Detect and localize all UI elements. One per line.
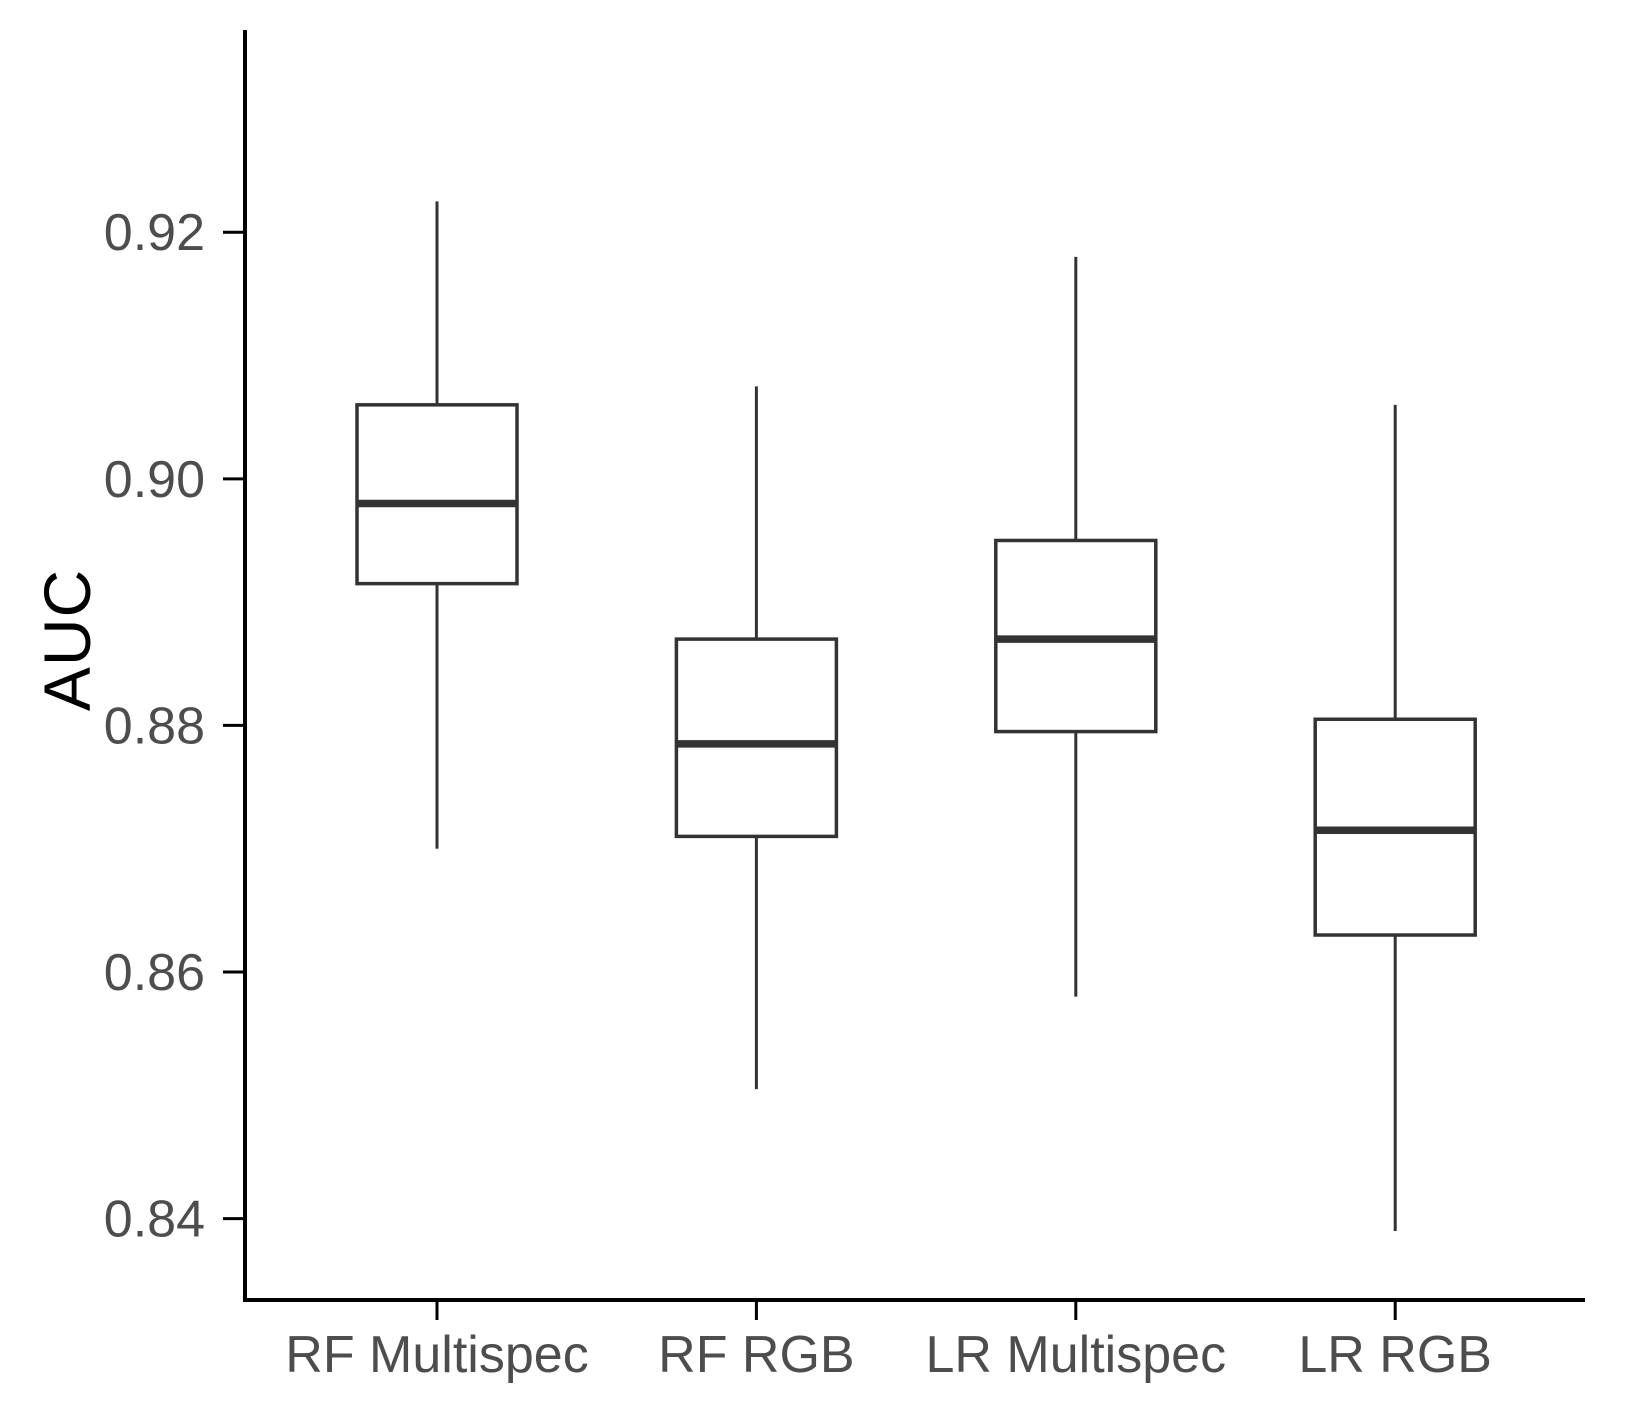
x-tick-label: RF RGB bbox=[658, 1326, 854, 1384]
x-tick-label: LR Multispec bbox=[926, 1326, 1227, 1384]
x-tick-label: RF Multispec bbox=[285, 1326, 588, 1384]
box bbox=[355, 403, 519, 586]
y-tick-label: 0.92 bbox=[104, 204, 205, 262]
box bbox=[674, 637, 839, 839]
x-tick-label: LR RGB bbox=[1298, 1326, 1492, 1384]
y-tick-label: 0.84 bbox=[104, 1191, 205, 1249]
y-axis-title: AUC bbox=[30, 568, 104, 712]
y-tick-label: 0.90 bbox=[104, 451, 205, 509]
y-tick-label: 0.86 bbox=[104, 944, 205, 1002]
y-tick-label: 0.88 bbox=[104, 697, 205, 755]
